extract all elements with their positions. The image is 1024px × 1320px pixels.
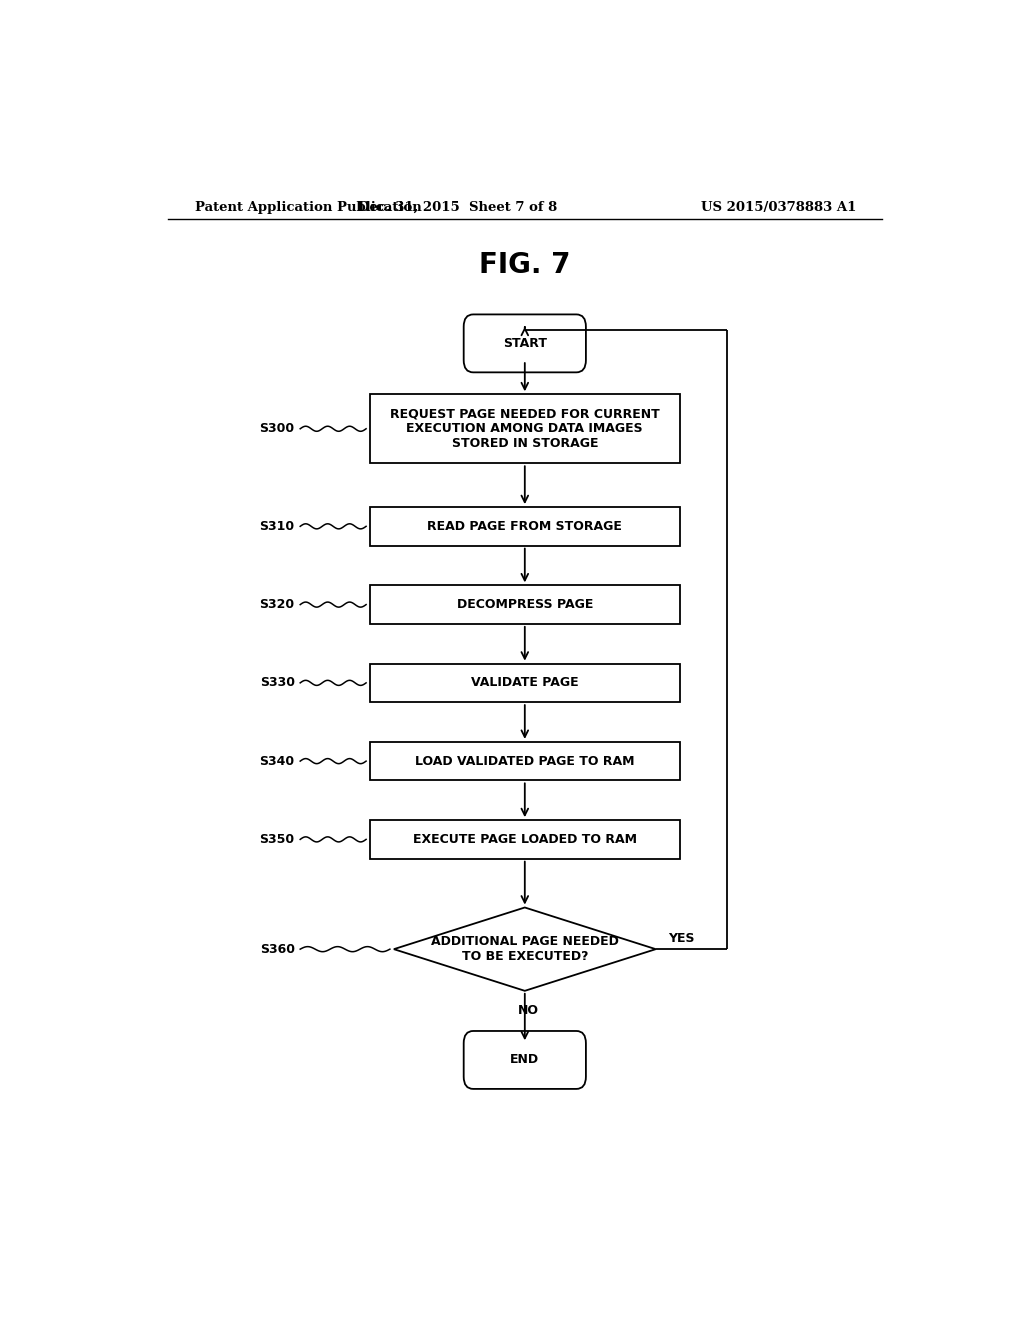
Text: S360: S360: [260, 942, 295, 956]
Text: US 2015/0378883 A1: US 2015/0378883 A1: [701, 201, 856, 214]
Text: S350: S350: [259, 833, 295, 846]
Text: FIG. 7: FIG. 7: [479, 251, 570, 279]
Text: VALIDATE PAGE: VALIDATE PAGE: [471, 676, 579, 689]
Bar: [370, 664, 680, 702]
Text: Patent Application Publication: Patent Application Publication: [196, 201, 422, 214]
Text: S300: S300: [259, 422, 295, 436]
Polygon shape: [394, 907, 655, 991]
Text: S330: S330: [260, 676, 295, 689]
Text: Dec. 31, 2015  Sheet 7 of 8: Dec. 31, 2015 Sheet 7 of 8: [357, 201, 557, 214]
Text: S310: S310: [259, 520, 295, 533]
Text: READ PAGE FROM STORAGE: READ PAGE FROM STORAGE: [427, 520, 623, 533]
Text: LOAD VALIDATED PAGE TO RAM: LOAD VALIDATED PAGE TO RAM: [415, 755, 635, 768]
Text: EXECUTE PAGE LOADED TO RAM: EXECUTE PAGE LOADED TO RAM: [413, 833, 637, 846]
Bar: [370, 585, 680, 624]
Bar: [370, 820, 680, 859]
Text: START: START: [503, 337, 547, 350]
Text: YES: YES: [668, 932, 694, 945]
FancyBboxPatch shape: [464, 1031, 586, 1089]
Text: END: END: [510, 1053, 540, 1067]
Text: ADDITIONAL PAGE NEEDED
TO BE EXECUTED?: ADDITIONAL PAGE NEEDED TO BE EXECUTED?: [431, 935, 618, 964]
Text: REQUEST PAGE NEEDED FOR CURRENT
EXECUTION AMONG DATA IMAGES
STORED IN STORAGE: REQUEST PAGE NEEDED FOR CURRENT EXECUTIO…: [390, 408, 659, 450]
Text: DECOMPRESS PAGE: DECOMPRESS PAGE: [457, 598, 593, 611]
Bar: [370, 507, 680, 545]
Text: NO: NO: [518, 1005, 540, 1016]
FancyBboxPatch shape: [464, 314, 586, 372]
Bar: [370, 742, 680, 780]
Text: S320: S320: [259, 598, 295, 611]
Text: S340: S340: [259, 755, 295, 768]
Bar: [370, 395, 680, 463]
